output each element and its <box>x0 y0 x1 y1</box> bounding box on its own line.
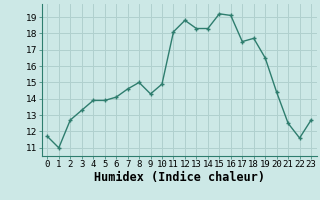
X-axis label: Humidex (Indice chaleur): Humidex (Indice chaleur) <box>94 171 265 184</box>
